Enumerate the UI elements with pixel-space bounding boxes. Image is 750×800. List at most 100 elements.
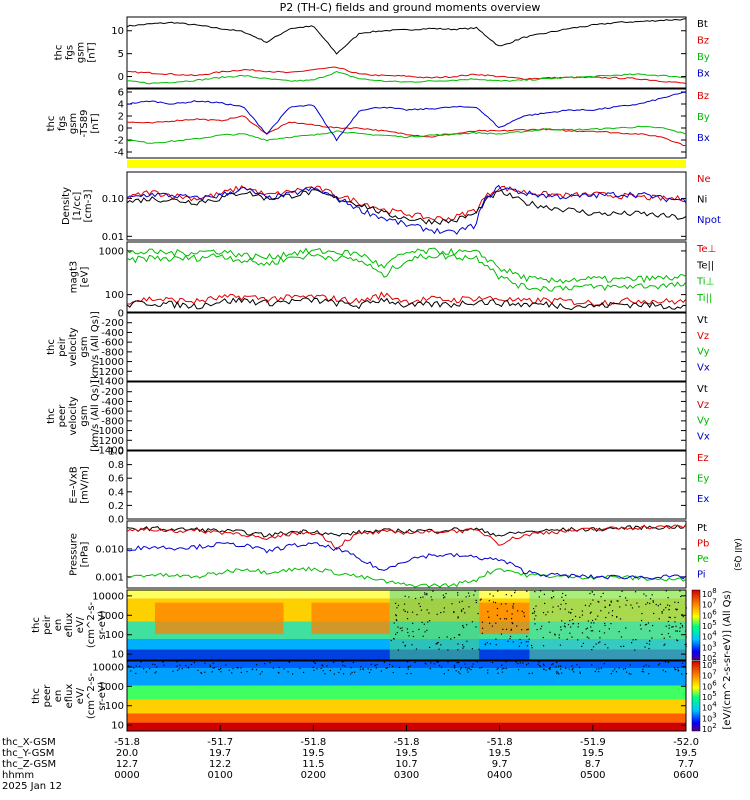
spectrogram-noise-pixel	[374, 664, 376, 667]
x-tick-label: 0100	[207, 770, 232, 781]
y-tick-label: 0.2	[108, 501, 124, 512]
spectrogram-noise-pixel	[557, 672, 559, 674]
spectrogram-noise-pixel	[603, 632, 606, 634]
spectrogram-noise-pixel	[457, 594, 459, 596]
spectrogram-noise-pixel	[404, 645, 406, 647]
spectrogram-noise-pixel	[607, 647, 609, 649]
spectrogram-noise-pixel	[409, 665, 412, 667]
y-tick-label: -200	[101, 387, 124, 398]
spectrogram-noise-pixel	[659, 603, 661, 605]
y-axis-label: thcpeirvelocitygsm[km/s (All Qs)]	[46, 311, 101, 383]
legend-entry: Ey	[697, 474, 709, 485]
spectrogram-noise-pixel	[468, 668, 471, 670]
y-tick-label: -400	[101, 328, 124, 339]
spectrogram-noise-pixel	[677, 640, 679, 642]
spectrogram-noise-pixel	[578, 666, 581, 669]
spectrogram-noise-pixel	[181, 668, 183, 670]
spectrogram-noise-pixel	[460, 667, 462, 669]
spectrogram-quiet-region	[529, 590, 686, 660]
spectrogram-noise-pixel	[212, 662, 214, 664]
spectrogram-noise-pixel	[630, 673, 632, 675]
spectrogram-noise-pixel	[454, 666, 456, 668]
spectrogram-noise-pixel	[392, 671, 394, 674]
spectrogram-noise-pixel	[399, 627, 401, 630]
spectrogram-noise-pixel	[463, 626, 465, 629]
x-tick-label: 0400	[487, 770, 512, 781]
spectrogram-noise-pixel	[676, 639, 678, 641]
spectrogram-noise-pixel	[313, 661, 315, 663]
spectrogram-noise-pixel	[406, 673, 408, 675]
spectrogram-noise-pixel	[663, 644, 665, 646]
spectrogram-noise-pixel	[590, 630, 592, 632]
spectrogram-noise-pixel	[406, 661, 409, 663]
series-line-Bt	[126, 18, 687, 55]
spectrogram-noise-pixel	[424, 662, 426, 664]
series-line-Bz	[127, 115, 687, 147]
spectrogram-noise-pixel	[617, 600, 619, 602]
spectrogram-noise-pixel	[581, 614, 584, 616]
spectrogram-noise-pixel	[634, 591, 637, 593]
spectrogram-noise-pixel	[333, 673, 335, 675]
y-tick-label: 0.8	[108, 460, 124, 471]
spectrogram-noise-pixel	[639, 624, 642, 626]
panel-fgs-btot: 10 5 0 thcfgsgsm[nT] Bt Bz By Bx	[54, 16, 710, 89]
spectrogram-noise-pixel	[522, 662, 524, 664]
spectrogram-noise-pixel	[403, 603, 406, 605]
x-tick-label: 0000	[114, 770, 139, 781]
spectrogram-noise-pixel	[552, 663, 554, 665]
spectrogram-noise-pixel	[651, 637, 653, 639]
spectrogram-noise-pixel	[527, 641, 529, 643]
spectrogram-noise-pixel	[564, 626, 566, 628]
y-tick-label: 100	[105, 290, 124, 301]
spectrogram-noise-pixel	[591, 591, 593, 593]
spectrogram-noise-pixel	[602, 592, 604, 594]
spectrogram-noise-pixel	[408, 635, 410, 637]
spectrogram-noise-pixel	[475, 599, 477, 602]
spectrogram-noise-pixel	[664, 661, 667, 663]
spectrogram-noise-pixel	[507, 640, 509, 642]
y-tick-label: -1000	[95, 426, 124, 437]
y-tick-label: -800	[101, 416, 124, 427]
spectrogram-noise-pixel	[444, 596, 446, 598]
spectrogram-noise-pixel	[505, 667, 507, 670]
spectrogram-noise-pixel	[505, 594, 507, 596]
spectrogram-noise-pixel	[453, 667, 455, 669]
y-tick-label: -1400	[95, 446, 124, 457]
spectrogram-noise-pixel	[610, 600, 612, 602]
spectrogram-noise-pixel	[342, 673, 345, 675]
spectrogram-noise-pixel	[647, 622, 650, 624]
spectrogram-noise-pixel	[646, 602, 649, 604]
y-tick-label: 6	[118, 88, 124, 99]
spectrogram-noise-pixel	[671, 626, 673, 628]
spectrogram-noise-pixel	[565, 667, 567, 669]
spectrogram-noise-pixel	[240, 667, 242, 669]
spectrogram-noise-pixel	[326, 665, 328, 667]
spectrogram-noise-pixel	[459, 634, 461, 636]
series-line-Bx	[126, 91, 687, 142]
x-tick-label: 19.5	[395, 748, 417, 759]
spectrogram-noise-pixel	[395, 614, 397, 617]
spectrogram-noise-pixel	[543, 664, 545, 667]
spectrogram-noise-pixel	[571, 665, 573, 667]
spectrogram-noise-pixel	[162, 661, 164, 663]
spectrogram-noise-pixel	[154, 664, 156, 666]
spectrogram-noise-pixel	[682, 616, 684, 618]
spectrogram-noise-pixel	[425, 663, 427, 665]
spectrogram-noise-pixel	[435, 643, 437, 645]
spectrogram-noise-pixel	[649, 598, 652, 600]
spectrogram-noise-pixel	[674, 621, 676, 623]
spectrogram-noise-pixel	[459, 668, 462, 670]
spectrogram-noise-pixel	[178, 668, 180, 670]
y-tick-label: 4	[118, 100, 124, 111]
spectrogram-noise-pixel	[666, 604, 669, 606]
spectrogram-noise-pixel	[668, 624, 670, 626]
panel-peer-spec: 10000 1000 100 10thcpeerenefluxeV/(cm^2-s-s…	[31, 660, 688, 732]
spectrogram-noise-pixel	[403, 609, 405, 611]
spectrogram-noise-pixel	[669, 605, 671, 607]
spectrogram-noise-pixel	[595, 643, 597, 645]
spectrogram-noise-pixel	[665, 590, 667, 592]
spectrogram-noise-pixel	[505, 661, 507, 663]
spectrogram-noise-pixel	[211, 671, 213, 673]
spectrogram-noise-pixel	[542, 663, 545, 665]
y-tick-label: 0.01	[102, 232, 124, 243]
